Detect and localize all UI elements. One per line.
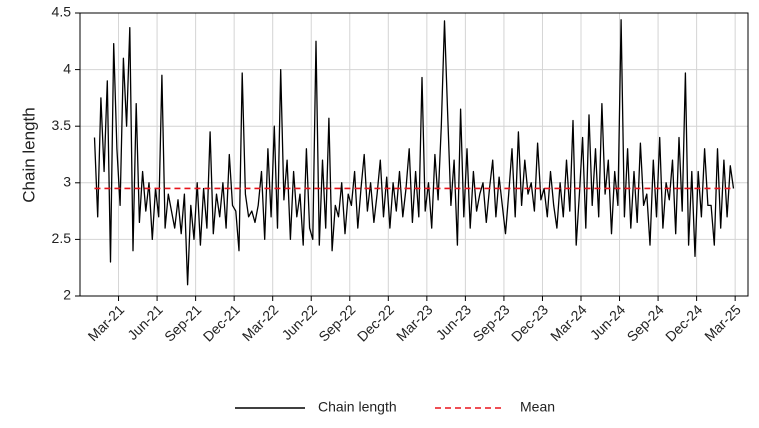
x-tick-label: Dec-21	[200, 301, 243, 344]
x-tick-label: Dec-22	[354, 301, 397, 344]
x-tick-label: Jun-22	[278, 301, 320, 343]
x-tick-label: Mar-22	[239, 301, 282, 344]
legend-label: Mean	[520, 399, 555, 415]
x-tick-label: Mar-24	[547, 301, 590, 344]
x-tick-label: Sep-21	[161, 301, 204, 344]
x-tick-label: Mar-21	[85, 301, 128, 344]
y-axis-label: Chain length	[19, 107, 38, 202]
x-tick-label: Dec-24	[662, 301, 705, 344]
y-tick-label: 2.5	[52, 230, 72, 246]
y-tick-label: 3.5	[52, 117, 72, 133]
y-tick-label: 4.5	[52, 4, 72, 20]
data-line	[93, 19, 735, 286]
x-tick-label: Mar-23	[393, 301, 436, 344]
x-tick-label: Jun-21	[124, 301, 166, 343]
x-tick-label: Sep-22	[315, 301, 358, 344]
x-tick-label: Jun-24	[587, 301, 629, 343]
x-tick-label: Sep-23	[469, 301, 512, 344]
x-tick-label: Mar-25	[701, 301, 744, 344]
x-tick-label: Sep-24	[624, 301, 667, 344]
x-tick-label: Dec-23	[508, 301, 551, 344]
plot-frame	[79, 12, 749, 297]
y-tick-label: 2	[63, 287, 71, 303]
x-tick-label: Jun-23	[433, 301, 475, 343]
y-tick-label: 3	[63, 174, 71, 190]
legend-label: Chain length	[318, 399, 397, 415]
y-tick-label: 4	[63, 60, 71, 76]
